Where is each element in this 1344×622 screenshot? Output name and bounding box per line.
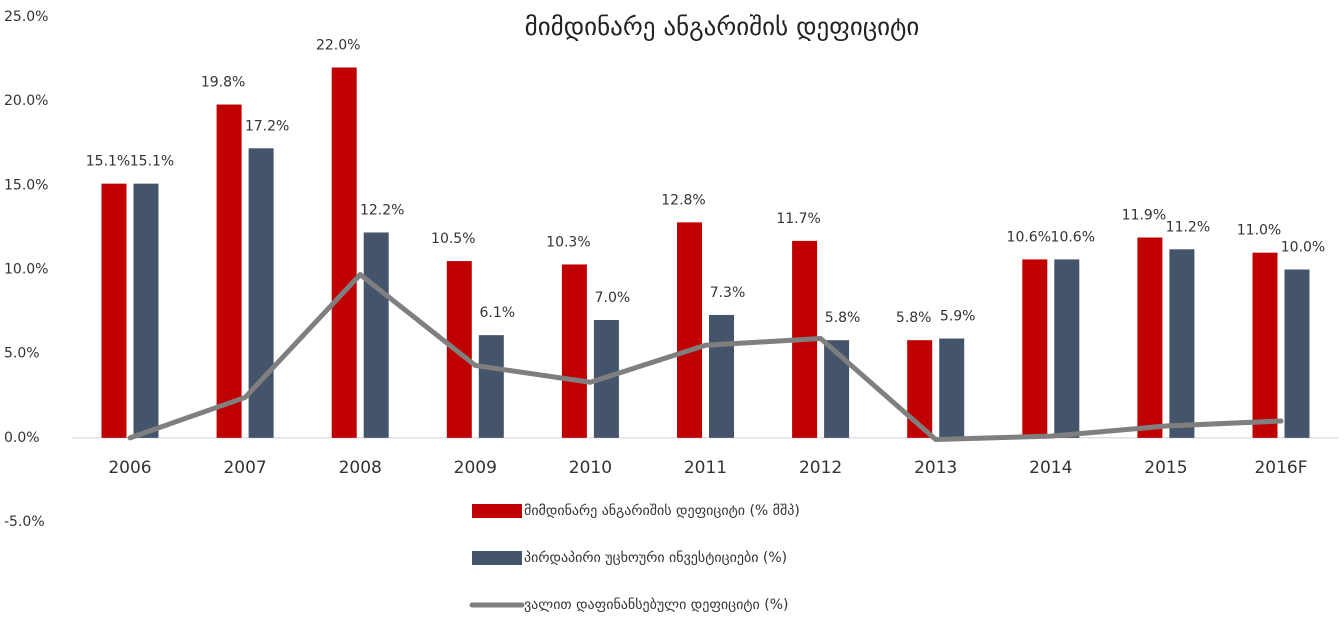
data-label: 10.5% bbox=[431, 231, 475, 247]
y-tick-label: 10.0% bbox=[4, 262, 48, 278]
data-label: 15.1% bbox=[130, 154, 174, 170]
data-label: 11.2% bbox=[1166, 219, 1210, 235]
y-tick-label: 20.0% bbox=[4, 93, 48, 109]
data-label: 15.1% bbox=[86, 154, 130, 170]
bar bbox=[363, 232, 389, 438]
data-label: 5.8% bbox=[825, 310, 861, 326]
y-tick-label: 25.0% bbox=[4, 9, 48, 25]
y-tick-label: 5.0% bbox=[4, 346, 40, 362]
bar bbox=[1054, 259, 1080, 438]
data-label: 11.9% bbox=[1122, 208, 1166, 224]
bar bbox=[824, 340, 850, 438]
bar bbox=[133, 183, 159, 438]
data-label: 22.0% bbox=[316, 38, 360, 54]
data-label: 10.6% bbox=[1051, 229, 1095, 245]
bar bbox=[939, 338, 965, 438]
x-tick-label: 2008 bbox=[339, 458, 382, 478]
bar bbox=[248, 148, 274, 438]
bar bbox=[478, 335, 504, 438]
y-tick-label: -5.0% bbox=[4, 514, 45, 530]
line-series bbox=[127, 272, 1284, 443]
bar bbox=[907, 340, 933, 438]
data-label: 10.3% bbox=[546, 234, 590, 250]
bar bbox=[1137, 237, 1163, 438]
y-tick-label: 15.0% bbox=[4, 177, 48, 193]
x-tick-label: 2016F bbox=[1254, 458, 1307, 478]
x-tick-label: 2006 bbox=[108, 458, 151, 478]
data-label: 19.8% bbox=[201, 75, 245, 91]
bar bbox=[561, 264, 587, 438]
x-tick-label: 2013 bbox=[914, 458, 957, 478]
bar bbox=[216, 104, 242, 438]
legend-label: მიმდინარე ანგარიშის დეფიციტი (% მშპ) bbox=[524, 502, 800, 519]
data-label: 12.2% bbox=[360, 202, 404, 218]
x-tick-label: 2012 bbox=[799, 458, 842, 478]
bar bbox=[677, 222, 702, 438]
bar bbox=[101, 183, 127, 438]
x-tick-label: 2007 bbox=[223, 458, 266, 478]
x-tick-label: 2009 bbox=[454, 458, 497, 478]
data-label: 12.8% bbox=[661, 192, 705, 208]
bar bbox=[1284, 269, 1310, 438]
bar bbox=[1169, 249, 1195, 438]
data-label: 17.2% bbox=[245, 118, 289, 134]
bar bbox=[1022, 259, 1048, 438]
legend-swatch bbox=[472, 551, 522, 565]
bar bbox=[709, 314, 734, 438]
bar bbox=[446, 261, 472, 438]
x-tick-label: 2014 bbox=[1029, 458, 1072, 478]
x-tick-label: 2011 bbox=[684, 458, 727, 478]
data-label: 10.0% bbox=[1281, 240, 1325, 256]
data-label: 7.0% bbox=[595, 290, 631, 306]
data-label: 11.7% bbox=[776, 211, 820, 227]
data-label: 10.6% bbox=[1007, 229, 1051, 245]
data-label: 6.1% bbox=[480, 305, 516, 321]
bar bbox=[1252, 252, 1278, 438]
data-label: 11.0% bbox=[1237, 223, 1281, 239]
legend-label: პირდაპირი უცხოური ინვესტიციები (%) bbox=[524, 549, 787, 566]
data-label: 5.9% bbox=[940, 309, 976, 325]
bar bbox=[331, 67, 357, 438]
x-tick-label: 2010 bbox=[569, 458, 612, 478]
legend-label: ვალით დაფინანსებული დეფიციტი (%) bbox=[524, 597, 788, 613]
x-tick-label: 2015 bbox=[1144, 458, 1187, 478]
chart-title: მიმდინარე ანგარიშის დეფიციტი bbox=[525, 12, 920, 41]
data-label: 5.8% bbox=[896, 310, 932, 326]
legend-swatch bbox=[472, 504, 522, 518]
y-tick-label: 0.0% bbox=[4, 430, 40, 446]
data-label: 7.3% bbox=[710, 285, 746, 301]
